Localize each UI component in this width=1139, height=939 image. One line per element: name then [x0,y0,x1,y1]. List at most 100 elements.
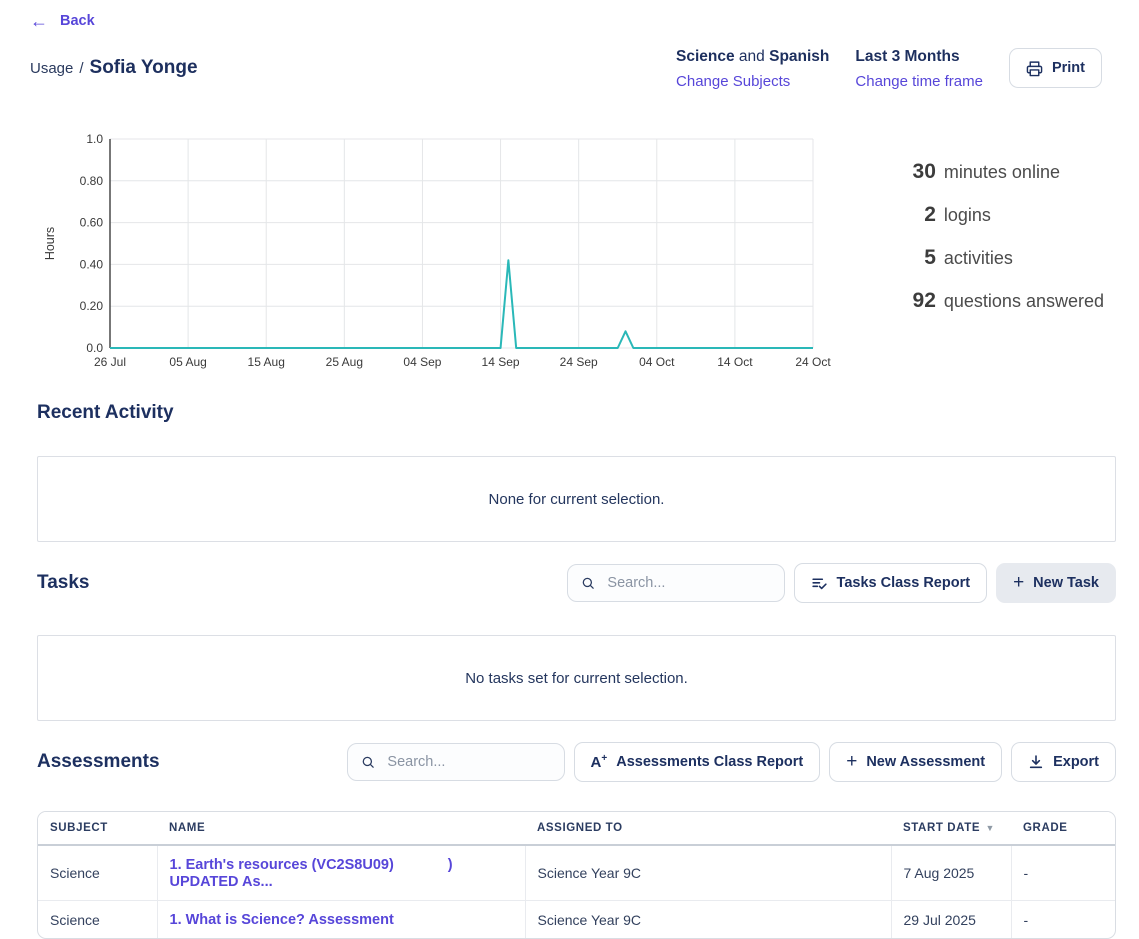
header-controls: Science and Spanish Change Subjects Last… [676,48,1102,90]
recent-activity-title: Recent Activity [37,402,174,423]
cell-assigned-to: Science Year 9C [525,845,892,901]
back-arrow-icon: ← [30,11,48,31]
svg-text:26 Jul: 26 Jul [94,355,126,369]
cell-name: 1. What is Science? Assessment [157,900,526,938]
svg-text:15 Aug: 15 Aug [248,355,285,369]
usage-chart-section: 26 Jul 05 Aug 15 Aug 25 Aug 04 Sep 14 Sep 24 S… [0,128,1139,378]
stat-label: questions answered [943,291,1104,311]
column-header-start-date[interactable]: START DATE ▼ [891,812,1011,846]
column-header-assigned-to[interactable]: ASSIGNED TO [525,812,891,846]
new-task-button[interactable]: + New Task [996,563,1116,603]
tasks-class-report-button[interactable]: Tasks Class Report [793,563,988,603]
stat-value: 5 [924,246,936,269]
assessments-title: Assessments [37,751,160,772]
page-header: Usage / Sofia Yonge Science and Spanish … [0,32,1139,90]
table-header-row: SUBJECT NAME ASSIGNED TO START DATE ▼ GR… [38,812,1115,846]
usage-stats: 30 minutes online 2 logins 5 activities … [858,160,1104,378]
assessment-link[interactable]: 1. Earth's resources (VC2S8U09) [169,857,394,873]
breadcrumb-separator: / [79,60,84,77]
selected-subjects: Science and Spanish [676,48,829,66]
recent-activity-section: Recent Activity [0,402,1139,424]
start-date-label: START DATE [903,822,981,834]
tasks-title: Tasks [37,572,90,593]
search-icon [582,577,594,589]
recent-activity-empty-message: None for current selection. [488,490,665,508]
plus-icon: + [846,750,858,772]
svg-text:05 Aug: 05 Aug [169,355,206,369]
stat-label: activities [943,248,1013,268]
sort-descending-icon: ▼ [985,823,995,833]
print-label: Print [1051,60,1085,76]
assessment-link[interactable]: 1. What is Science? Assessment [169,912,394,928]
stat-value: 2 [924,203,936,226]
svg-text:04 Oct: 04 Oct [639,355,675,369]
tasks-search-input[interactable] [605,574,771,592]
assessments-controls: A+ Assessments Class Report + New Assess… [346,742,1116,782]
assessment-name-suffix: ) UPDATED As... [169,857,453,890]
column-header-grade[interactable]: GRADE [1011,812,1115,846]
change-timeframe-link[interactable]: Change time frame [855,73,983,90]
tasks-header-row: Tasks Tasks Class Report + New Task [0,563,1139,603]
table-row: Science 1. What is Science? Assessment S… [38,900,1115,938]
stat-value: 30 [912,160,936,183]
svg-text:24 Oct: 24 Oct [795,355,831,369]
stat-value: 92 [912,289,936,312]
download-icon [1029,755,1043,769]
tasks-controls: Tasks Class Report + New Task [566,563,1116,603]
assessments-search-input[interactable] [385,753,551,771]
selected-timeframe: Last 3 Months [855,48,983,66]
timeframe-label: Last 3 Months [855,48,960,65]
chart-container: 26 Jul 05 Aug 15 Aug 25 Aug 04 Sep 14 Sep 24 S… [40,128,835,378]
subject-second: Spanish [769,48,830,65]
print-button[interactable]: Print [1008,48,1102,88]
tasks-search [566,564,785,602]
stat-questions-answered: 92 questions answered [858,289,1104,313]
back-label: Back [60,13,95,29]
assessments-header-row: Assessments A+ Assessments Class Report … [0,742,1139,782]
cell-grade: - [1011,845,1115,901]
svg-text:0.0: 0.0 [86,341,103,355]
tasks-class-report-label: Tasks Class Report [836,575,971,591]
stat-activities: 5 activities [858,246,1104,270]
recent-activity-empty-box: None for current selection. [37,456,1116,542]
stat-label: minutes online [943,162,1060,182]
stat-label: logins [943,205,991,225]
cell-name: 1. Earth's resources (VC2S8U09)) UPDATED… [157,845,526,901]
export-button[interactable]: Export [1011,742,1116,782]
print-icon [1026,60,1043,76]
svg-text:14 Sep: 14 Sep [482,355,520,369]
svg-text:0.40: 0.40 [80,257,104,271]
svg-text:0.60: 0.60 [80,216,104,230]
new-task-label: New Task [1033,575,1099,591]
svg-text:25 Aug: 25 Aug [326,355,363,369]
export-label: Export [1053,754,1099,770]
tasks-empty-box: No tasks set for current selection. [37,635,1116,721]
a-plus-icon: A+ [590,753,608,771]
plus-icon: + [1013,571,1025,593]
back-button[interactable]: ← Back [30,12,95,30]
cell-subject: Science [38,845,158,901]
svg-text:0.20: 0.20 [80,299,104,313]
svg-text:24 Sep: 24 Sep [560,355,598,369]
assessments-class-report-label: Assessments Class Report [616,754,804,770]
assessments-class-report-button[interactable]: A+ Assessments Class Report [573,742,821,782]
assessments-search [346,743,565,781]
assessments-table: SUBJECT NAME ASSIGNED TO START DATE ▼ GR… [37,811,1116,939]
cell-subject: Science [38,900,158,938]
column-header-name[interactable]: NAME [157,812,525,846]
task-list-check-icon [811,577,827,589]
search-icon [362,756,374,768]
timeframe-block: Last 3 Months Change time frame [855,48,983,90]
stat-minutes-online: 30 minutes online [858,160,1104,184]
svg-text:Hours: Hours [43,227,57,260]
tasks-empty-message: No tasks set for current selection. [465,669,688,687]
svg-text:0.80: 0.80 [80,174,104,188]
cell-grade: - [1023,911,1029,928]
new-assessment-button[interactable]: + New Assessment [829,742,1003,782]
svg-text:1.0: 1.0 [86,132,103,146]
usage-line-chart: 26 Jul 05 Aug 15 Aug 25 Aug 04 Sep 14 Sep 24 S… [43,132,831,369]
column-header-subject[interactable]: SUBJECT [38,812,157,846]
stat-logins: 2 logins [858,203,1104,227]
new-assessment-label: New Assessment [866,754,986,770]
change-subjects-link[interactable]: Change Subjects [676,73,791,90]
